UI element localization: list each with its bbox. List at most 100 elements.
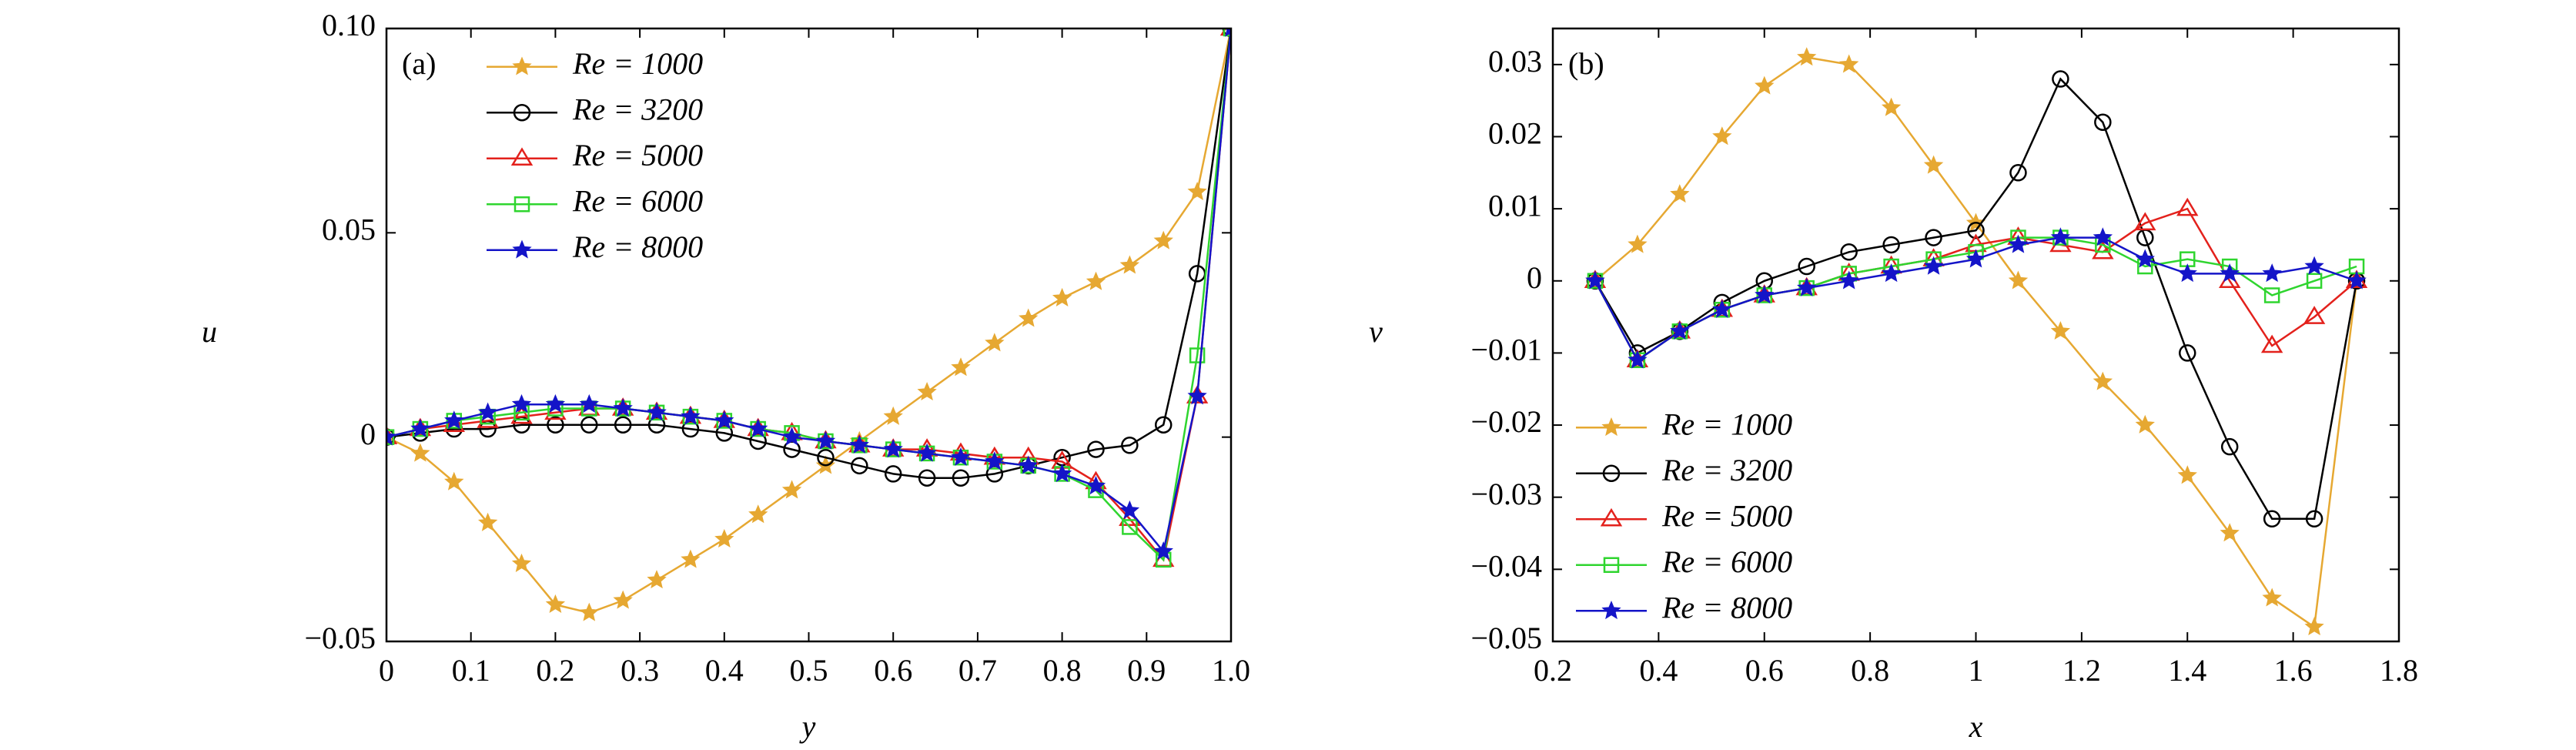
y-tick-label: 0 — [360, 417, 376, 451]
y-axis-label: u — [202, 314, 217, 349]
marker — [2134, 212, 2156, 231]
marker — [1923, 155, 1944, 174]
panel-label: (b) — [1568, 46, 1604, 81]
marker — [1670, 320, 1690, 340]
marker — [883, 439, 903, 458]
marker — [579, 602, 599, 621]
series — [386, 28, 1231, 561]
marker — [2304, 256, 2324, 275]
marker — [2050, 321, 2071, 340]
y-tick-label: 0 — [1527, 260, 1542, 295]
marker — [410, 418, 430, 437]
marker — [1882, 236, 1900, 254]
marker — [985, 333, 1005, 352]
marker — [647, 402, 667, 421]
marker — [545, 393, 566, 413]
legend-label: Re = 1000 — [1661, 407, 1792, 441]
marker — [917, 382, 937, 401]
marker — [2092, 240, 2114, 259]
marker — [1925, 229, 1942, 246]
marker — [545, 594, 566, 613]
marker — [1881, 97, 1902, 116]
y-tick-label: 0.10 — [322, 8, 376, 42]
x-tick-label: 0.6 — [1745, 653, 1784, 688]
marker — [510, 405, 533, 424]
marker — [2176, 197, 2199, 216]
x-tick-label: 1.6 — [2274, 653, 2313, 688]
marker — [1755, 285, 1775, 304]
legend-label: Re = 8000 — [572, 229, 703, 264]
marker — [884, 465, 902, 483]
marker — [1797, 277, 1817, 296]
y-tick-label: 0.01 — [1488, 188, 1542, 223]
x-tick-label: 0.4 — [1639, 653, 1678, 688]
marker — [1119, 500, 1140, 519]
legend-label: Re = 8000 — [1661, 590, 1792, 624]
marker — [1670, 184, 1690, 203]
marker — [1187, 386, 1207, 405]
marker — [2304, 617, 2324, 636]
legend-marker — [1601, 601, 1621, 620]
marker — [781, 427, 802, 446]
marker — [1153, 541, 1173, 561]
marker — [580, 416, 598, 434]
marker — [1967, 221, 1985, 239]
marker — [2263, 287, 2280, 303]
marker — [1087, 440, 1105, 458]
marker — [1153, 230, 1173, 249]
x-tick-label: 0.6 — [874, 653, 912, 688]
marker — [951, 357, 971, 377]
y-tick-label: −0.04 — [1470, 549, 1542, 584]
legend-marker — [513, 104, 531, 122]
y-tick-label: 0.05 — [322, 213, 376, 247]
series — [386, 28, 1231, 487]
y-tick-label: 0.03 — [1488, 44, 1542, 79]
marker — [2093, 227, 2113, 246]
marker — [386, 429, 395, 445]
marker — [2347, 270, 2367, 290]
marker — [1838, 270, 1859, 290]
marker — [781, 480, 802, 499]
legend-marker — [1602, 464, 1621, 482]
line — [386, 28, 1231, 479]
marker — [1712, 126, 1732, 146]
marker — [1923, 256, 1944, 275]
line — [386, 28, 1231, 562]
x-tick-label: 1.2 — [2062, 653, 2101, 688]
x-axis-label: y — [799, 709, 816, 744]
marker — [817, 448, 835, 467]
marker — [2262, 588, 2282, 607]
x-tick-label: 0.4 — [705, 653, 744, 688]
marker — [681, 406, 701, 425]
marker — [1119, 255, 1140, 274]
marker — [2009, 164, 2027, 182]
x-tick-label: 0.3 — [621, 653, 659, 688]
x-tick-label: 1 — [1969, 653, 1984, 688]
marker — [951, 447, 971, 466]
marker — [1712, 299, 1732, 318]
marker — [614, 416, 632, 434]
legend-marker — [512, 56, 532, 75]
marker — [2179, 344, 2196, 362]
marker — [1225, 28, 1231, 37]
marker — [849, 435, 869, 454]
legend-label: Re = 6000 — [1661, 544, 1792, 579]
marker — [1798, 257, 1815, 276]
marker — [2052, 70, 2069, 88]
legend-marker — [512, 239, 532, 259]
x-tick-label: 0.7 — [958, 653, 997, 688]
marker — [985, 451, 1005, 470]
marker — [1189, 347, 1206, 363]
marker — [477, 512, 498, 531]
marker — [917, 443, 937, 462]
x-tick-label: 0 — [379, 653, 394, 688]
marker — [647, 570, 667, 589]
marker — [1086, 475, 1106, 495]
marker — [1052, 287, 1072, 306]
marker — [1881, 263, 1902, 283]
marker — [444, 410, 464, 430]
marker — [2008, 234, 2029, 253]
y-tick-label: −0.05 — [1470, 621, 1542, 655]
y-tick-label: −0.02 — [1470, 404, 1542, 439]
marker — [444, 471, 464, 491]
